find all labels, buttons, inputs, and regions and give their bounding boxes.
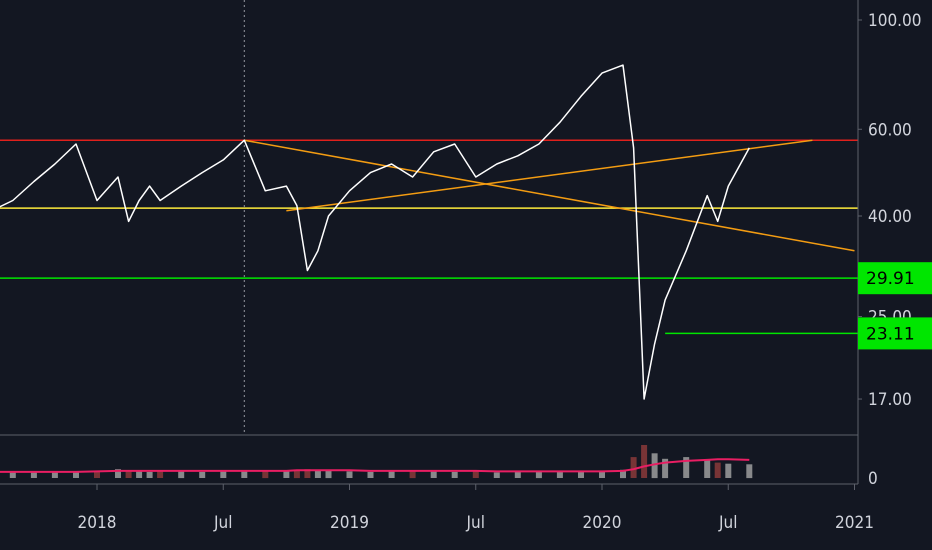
volume-bar	[157, 471, 164, 478]
volume-bar	[704, 460, 711, 478]
volume-bar	[51, 472, 58, 478]
volume-bar	[514, 471, 521, 478]
volume-bar	[9, 472, 16, 478]
volume-bar	[683, 457, 690, 478]
volume-bar	[472, 471, 479, 478]
volume-bar	[325, 470, 332, 479]
volume-bar	[346, 471, 353, 478]
volume-bar	[293, 469, 300, 479]
time-tick-label: 2020	[583, 513, 622, 533]
volume-bar	[535, 470, 542, 479]
volume-moving-average	[0, 458, 750, 473]
volume-bar	[578, 471, 584, 478]
price-tick-label: 40.00	[868, 207, 912, 227]
price-tick-label: 17.00	[868, 390, 912, 410]
volume-bar	[367, 471, 374, 478]
volume-bar	[115, 469, 121, 478]
volume-bar	[714, 462, 721, 478]
volume-bar	[620, 469, 626, 479]
trend-line-1[interactable]	[286, 139, 813, 212]
volume-bar	[136, 471, 143, 478]
volume-bar	[746, 464, 753, 479]
volume-bar	[451, 471, 458, 478]
volume-bar	[73, 471, 79, 478]
price-badge	[858, 317, 932, 350]
trend-lines[interactable]	[244, 139, 855, 252]
volume-bar	[178, 470, 185, 479]
trend-line-0[interactable]	[244, 139, 855, 252]
volume-axis: 0	[868, 469, 878, 489]
volume-bar	[241, 470, 248, 478]
price-series[interactable]	[0, 64, 750, 400]
volume-bar	[146, 471, 153, 478]
time-tick-label: Jul	[466, 513, 485, 533]
time-tick-label: Jul	[718, 513, 737, 533]
price-badges: 29.91 23.11	[858, 262, 932, 350]
volume-bar	[630, 457, 637, 478]
price-tick-label: 60.00	[868, 120, 912, 140]
price-tick-label: 100.00	[868, 11, 922, 31]
time-tick-label: Jul	[213, 513, 232, 533]
volume-bar	[94, 471, 100, 478]
volume-bar	[725, 463, 732, 478]
volume-bar	[641, 445, 648, 478]
volume-bar	[125, 470, 132, 478]
time-axis[interactable]: 2018 Jul 2019 Jul 2020 Jul 2021	[78, 484, 874, 533]
volume-pane	[0, 445, 753, 479]
volume-tick-label: 0	[868, 469, 878, 489]
price-badge-label: 23.11	[866, 324, 915, 344]
volume-bar	[651, 453, 658, 479]
volume-bar	[556, 471, 563, 478]
time-tick-label: 2019	[330, 513, 369, 533]
volume-bar	[662, 458, 669, 479]
volume-bar	[599, 471, 605, 478]
volume-bar	[283, 471, 290, 478]
volume-bar	[314, 470, 321, 478]
horizontal-levels[interactable]	[0, 139, 858, 335]
volume-bar	[220, 471, 227, 478]
time-tick-label: 2021	[835, 513, 874, 533]
volume-bar	[430, 471, 437, 478]
volume-bar	[199, 471, 206, 478]
volume-bar	[409, 470, 416, 479]
volume-bar	[493, 472, 500, 478]
price-badge	[858, 262, 932, 295]
volume-bar	[262, 470, 269, 479]
time-tick-label: 2018	[78, 513, 117, 533]
volume-bar	[388, 471, 395, 478]
price-badge-label: 29.91	[866, 269, 915, 289]
price-line[interactable]	[0, 64, 750, 400]
volume-bar	[30, 471, 37, 478]
volume-bar	[304, 469, 311, 478]
